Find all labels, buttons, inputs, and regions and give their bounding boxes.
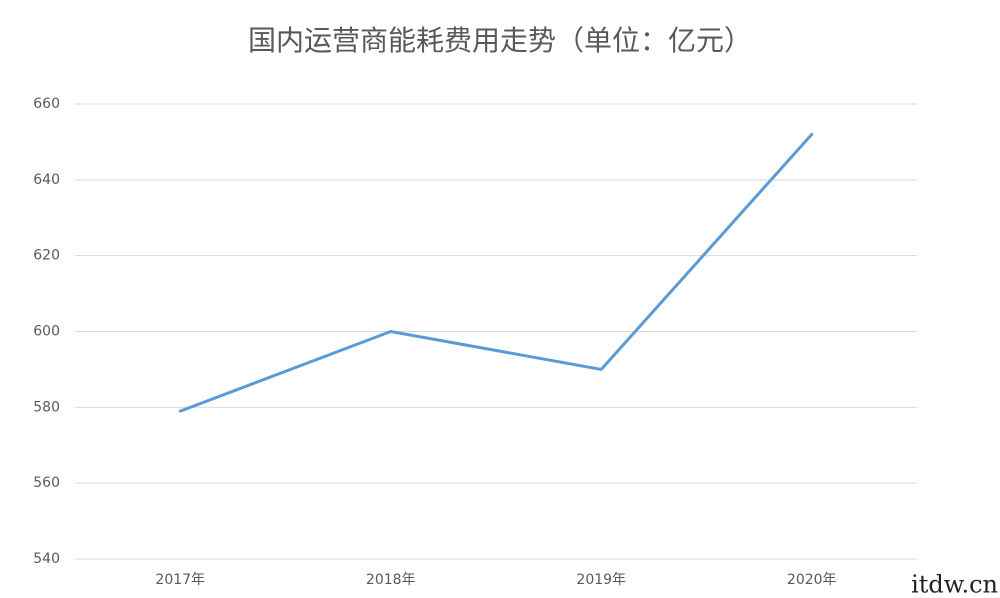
y-tick-label: 620	[33, 248, 60, 264]
y-tick-label: 600	[33, 324, 60, 340]
x-tick-label: 2019年	[576, 572, 626, 588]
watermark: itdw.cn	[911, 571, 998, 598]
x-tick-label: 2020年	[787, 572, 837, 588]
y-tick-label: 560	[33, 475, 60, 491]
y-tick-label: 580	[33, 399, 60, 415]
chart-title: 国内运营商能耗费用走势（单位：亿元）	[248, 24, 752, 57]
y-tick-label: 540	[33, 551, 60, 567]
series-line	[178, 132, 814, 413]
y-tick-label: 660	[33, 96, 60, 112]
x-tick-label: 2017年	[155, 572, 205, 588]
x-tick-label: 2018年	[366, 572, 416, 588]
y-tick-label: 640	[33, 172, 60, 188]
